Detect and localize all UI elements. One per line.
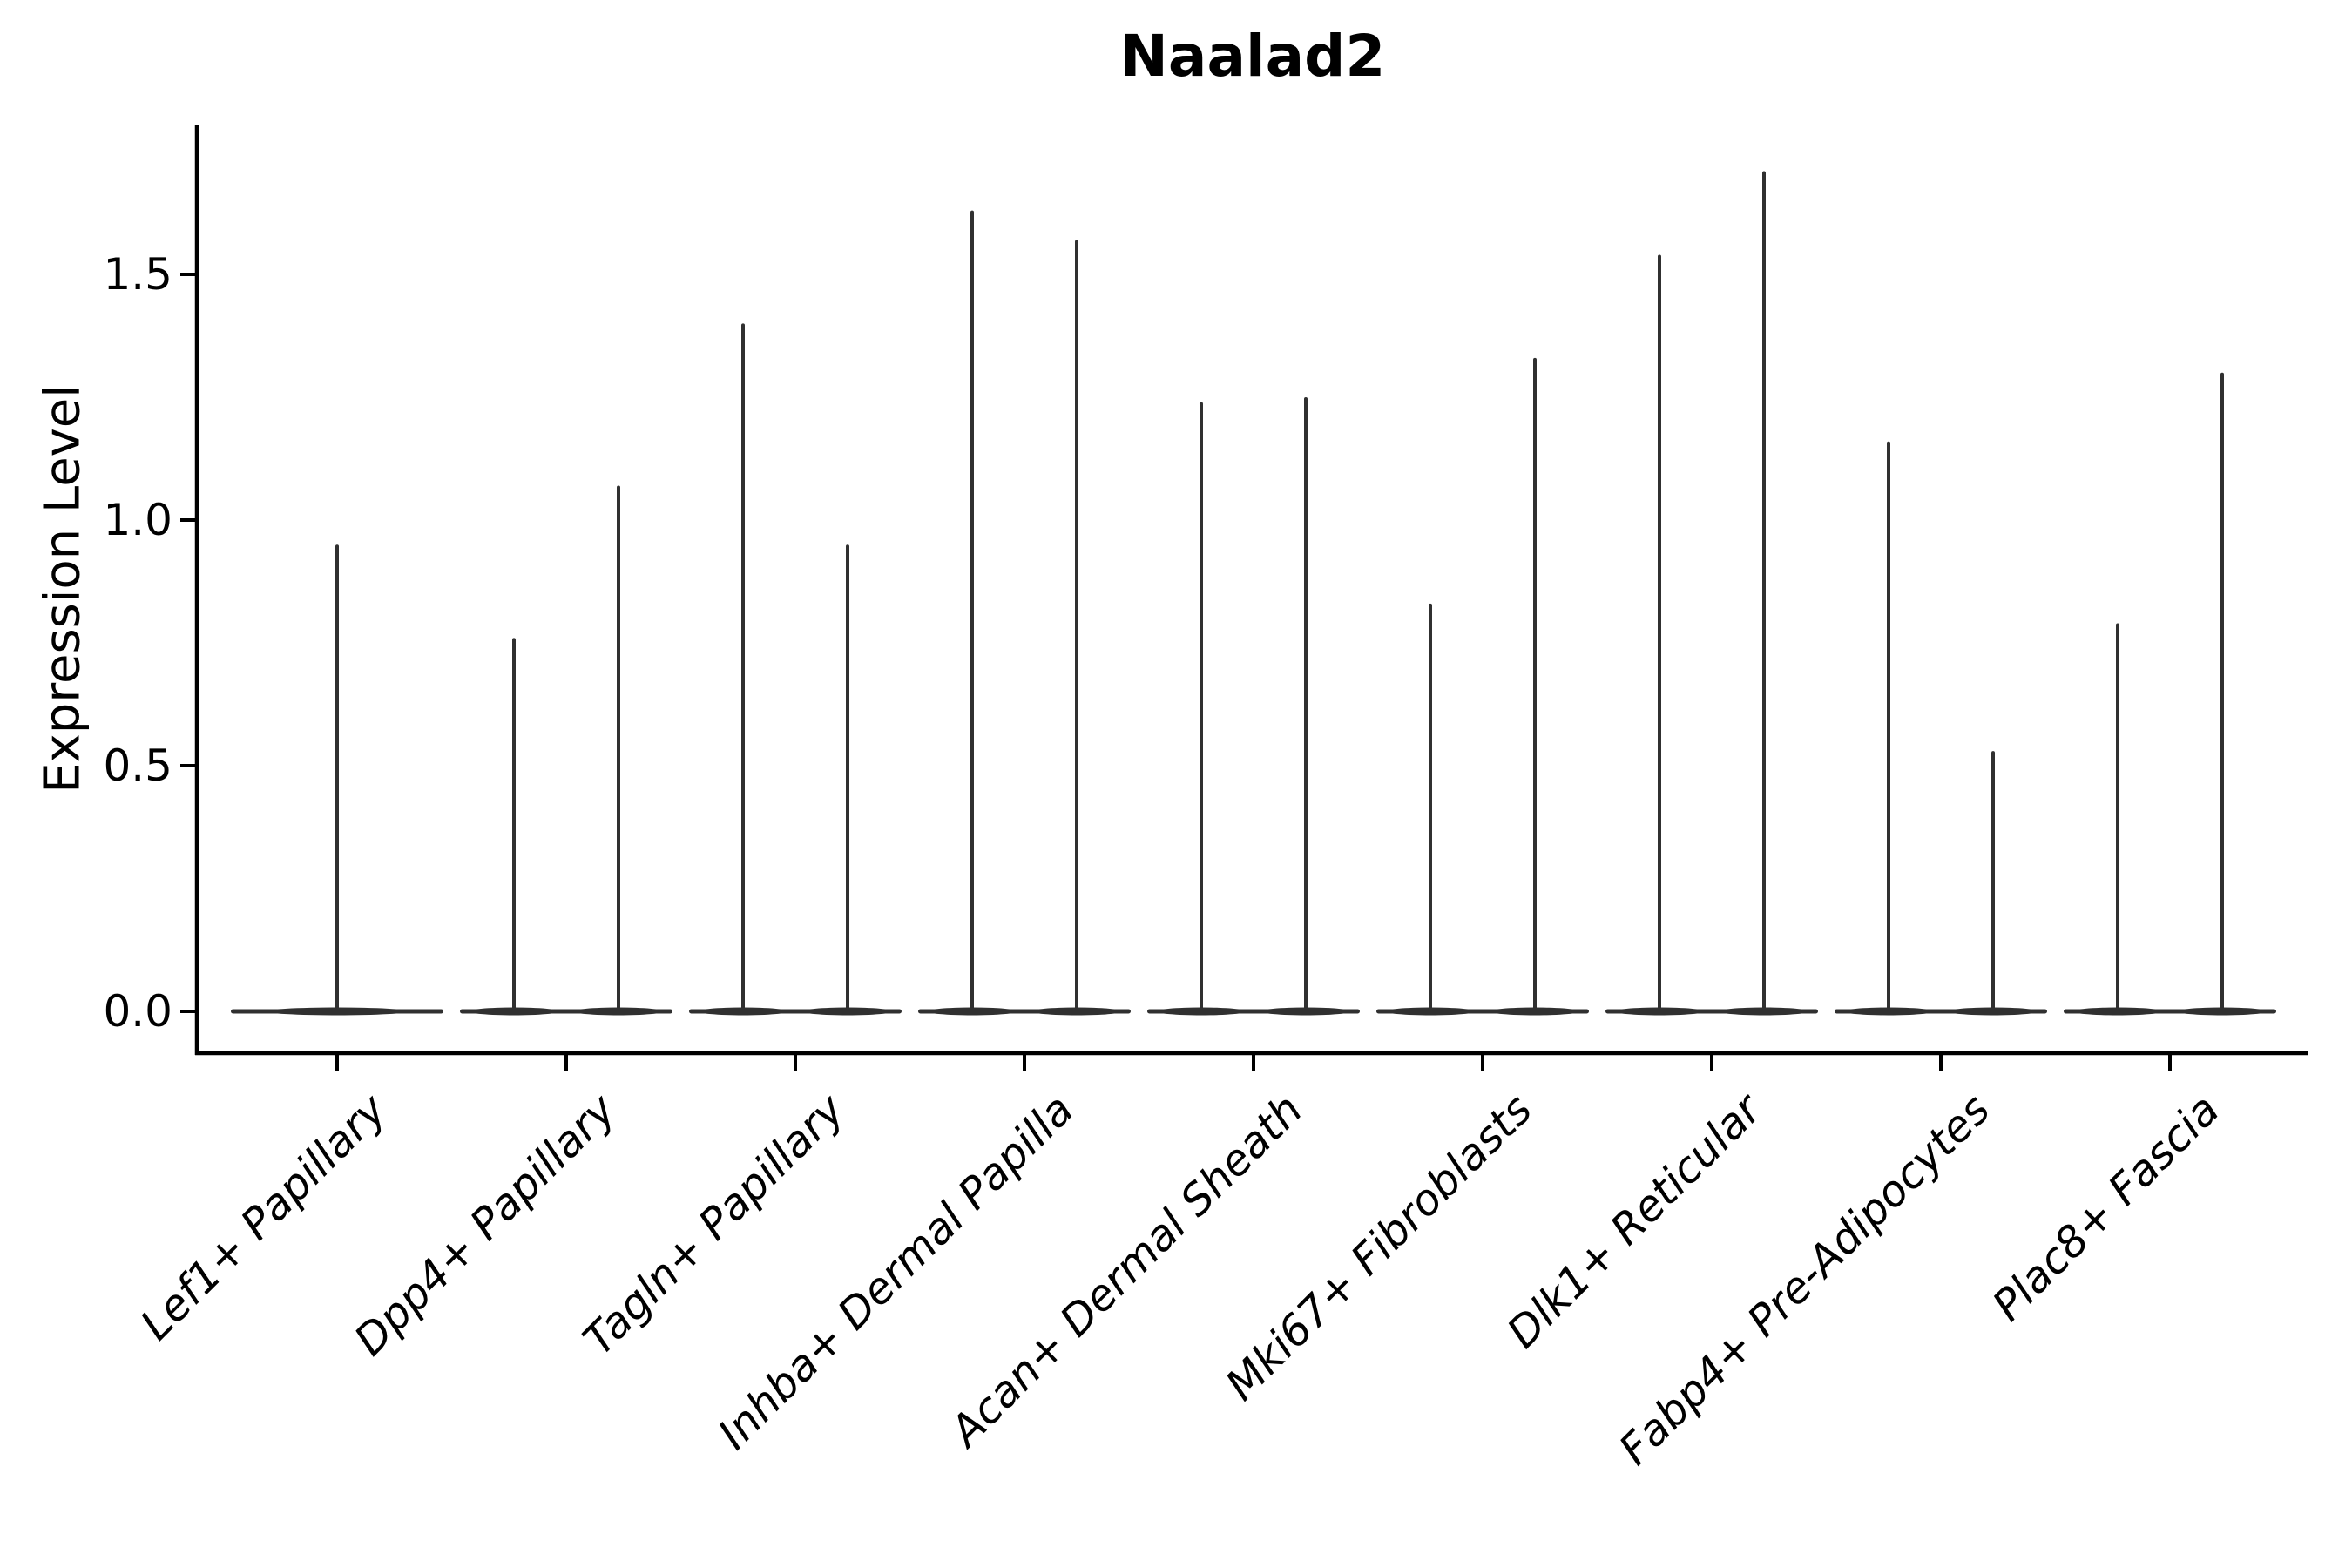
y-tick-label: 0.5	[103, 740, 172, 791]
y-tick-label: 1.0	[103, 495, 172, 545]
y-tick-label: 0.0	[103, 986, 172, 1037]
chart-title: Naalad2	[1119, 23, 1386, 90]
y-axis-title: Expression Level	[34, 384, 91, 794]
y-tick-label: 1.5	[103, 249, 172, 300]
